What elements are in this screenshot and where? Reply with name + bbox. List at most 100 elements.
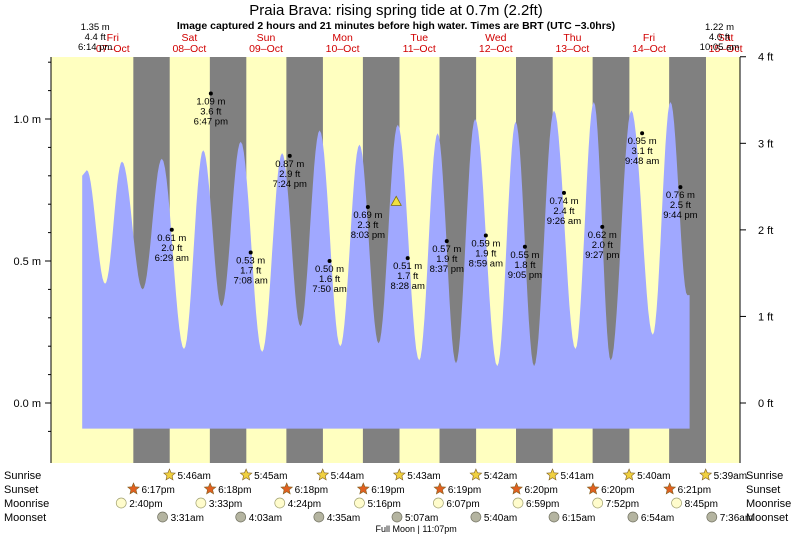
tide-height-m: 0.57 m [432, 244, 461, 255]
day-date: 15–Oct [709, 43, 743, 55]
tide-height-m: 0.53 m [236, 255, 265, 266]
day-name: Mon [332, 32, 353, 44]
tide-marker [287, 153, 292, 158]
star-icon [622, 468, 636, 481]
sunrise-time: 5:40am [637, 471, 670, 482]
tide-height-ft: 2.0 ft [161, 243, 182, 254]
day-date: 08–Oct [172, 43, 206, 55]
moonrise-time: 7:52pm [606, 499, 639, 510]
row-label-right: Moonrise [746, 498, 791, 510]
row-label-left: Sunset [4, 484, 38, 496]
moonset-time: 4:03am [249, 513, 282, 524]
moonset-icon [157, 511, 168, 523]
day-date: 09–Oct [249, 43, 283, 55]
left-tick-label: 0.0 m [13, 398, 41, 410]
star-icon [546, 468, 559, 481]
moonset-icon [627, 511, 639, 523]
moonrise-icon [592, 497, 604, 509]
tide-marker [327, 259, 332, 263]
sunset-time: 6:20pm [524, 485, 557, 496]
day-labels: Fri07–OctSat08–OctSun09–OctMon10–OctTue1… [96, 32, 743, 55]
tide-height-ft: 1.6 ft [319, 274, 340, 285]
tide-height-m: 0.55 m [510, 250, 539, 261]
sunset-time: 6:18pm [295, 485, 328, 496]
row-label-right: Moonset [746, 512, 788, 524]
moonset-icon [391, 511, 403, 523]
tide-marker [600, 224, 605, 229]
tide-marker [365, 205, 370, 210]
right-tick-label: 2 ft [758, 225, 773, 237]
tide-time: 7:50 am [312, 284, 346, 295]
star-icon [510, 482, 523, 495]
day-name: Fri [107, 32, 119, 44]
tide-time: 8:37 pm [430, 264, 464, 275]
astronomy-table: Sunrise Sunrise Sunset Sunset Moonrise Moonri… [4, 468, 791, 534]
tide-height-ft: 2.0 ft [592, 240, 613, 251]
day-date: 13–Oct [555, 43, 589, 55]
tide-marker [522, 244, 527, 249]
row-label-left: Moonrise [4, 498, 49, 510]
tide-marker [248, 250, 253, 255]
tide-height-ft: 3.6 ft [200, 106, 221, 117]
moonset-icon [313, 511, 325, 523]
moonrise-icon [433, 497, 444, 509]
tide-height-ft: 1.9 ft [436, 254, 457, 265]
chart-title: Praia Brava: rising spring tide at 0.7m … [249, 2, 542, 19]
moonrise-time: 2:40pm [129, 499, 162, 510]
tide-height-m: 0.95 m [628, 136, 657, 147]
tide-height-ft: 4.0 ft [709, 32, 730, 43]
tide-height-m: 0.87 m [275, 159, 304, 170]
moonset-time: 3:31am [171, 513, 204, 524]
sunrise-time: 5:39am [714, 471, 747, 482]
tide-marker [405, 256, 410, 261]
sunrise-time: 5:46am [177, 471, 210, 482]
sunset-time: 6:20pm [601, 485, 634, 496]
day-name: Sat [718, 32, 734, 44]
star-icon [433, 482, 447, 495]
star-icon [699, 468, 713, 481]
day-date: 14–Oct [632, 43, 666, 55]
star-icon [392, 468, 406, 481]
star-icon [280, 482, 294, 495]
star-icon [316, 468, 330, 481]
moonset-time: 7:36am [720, 513, 753, 524]
day-name: Thu [563, 32, 581, 44]
tide-height-m: 0.69 m [353, 210, 382, 221]
moonset-time: 5:07am [405, 513, 438, 524]
star-icon [469, 468, 483, 481]
moonset-time: 6:54am [641, 513, 674, 524]
moonrise-time: 4:24pm [288, 499, 321, 510]
moonrise-icon [115, 497, 127, 509]
current-tide-marker [390, 195, 402, 206]
tide-height-m: 0.61 m [157, 233, 186, 244]
sunrise-time: 5:44am [331, 471, 364, 482]
tide-height-m: 0.59 m [471, 238, 500, 249]
sunset-time: 6:19pm [448, 485, 481, 496]
tide-marker [208, 91, 213, 96]
day-date: 11–Oct [403, 43, 436, 55]
axes: 0.0 m 0.5 m 1.0 m 0 ft 1 ft 2 ft 3 ft 4 ft [13, 52, 773, 432]
day-name: Sun [257, 32, 276, 44]
moonrise-time: 8:45pm [685, 499, 718, 510]
moonrise-time: 6:59pm [526, 499, 559, 510]
tide-time: 8:28 am [391, 281, 425, 292]
tide-time: 9:05 pm [508, 270, 542, 281]
tide-height-m: 0.51 m [393, 261, 422, 272]
day-date: 10–Oct [326, 43, 360, 55]
star-icon [663, 482, 677, 495]
star-icon [356, 482, 370, 495]
moonset-icon [548, 511, 560, 523]
tide-time: 7:08 am [234, 275, 268, 286]
right-tick-label: 3 ft [758, 138, 773, 150]
tide-time: 8:59 am [469, 258, 503, 269]
day-name: Tue [410, 32, 428, 44]
moonrise-icon [671, 497, 682, 509]
day-date: 12–Oct [479, 43, 513, 55]
tide-area [82, 102, 690, 429]
moonrise-time: 5:16pm [367, 499, 400, 510]
moonrise-icon [354, 497, 365, 509]
sunset-time: 6:18pm [218, 485, 251, 496]
sunrise-time: 5:42am [484, 471, 517, 482]
tide-time: 10:05 am [700, 42, 740, 53]
star-icon [163, 468, 176, 481]
